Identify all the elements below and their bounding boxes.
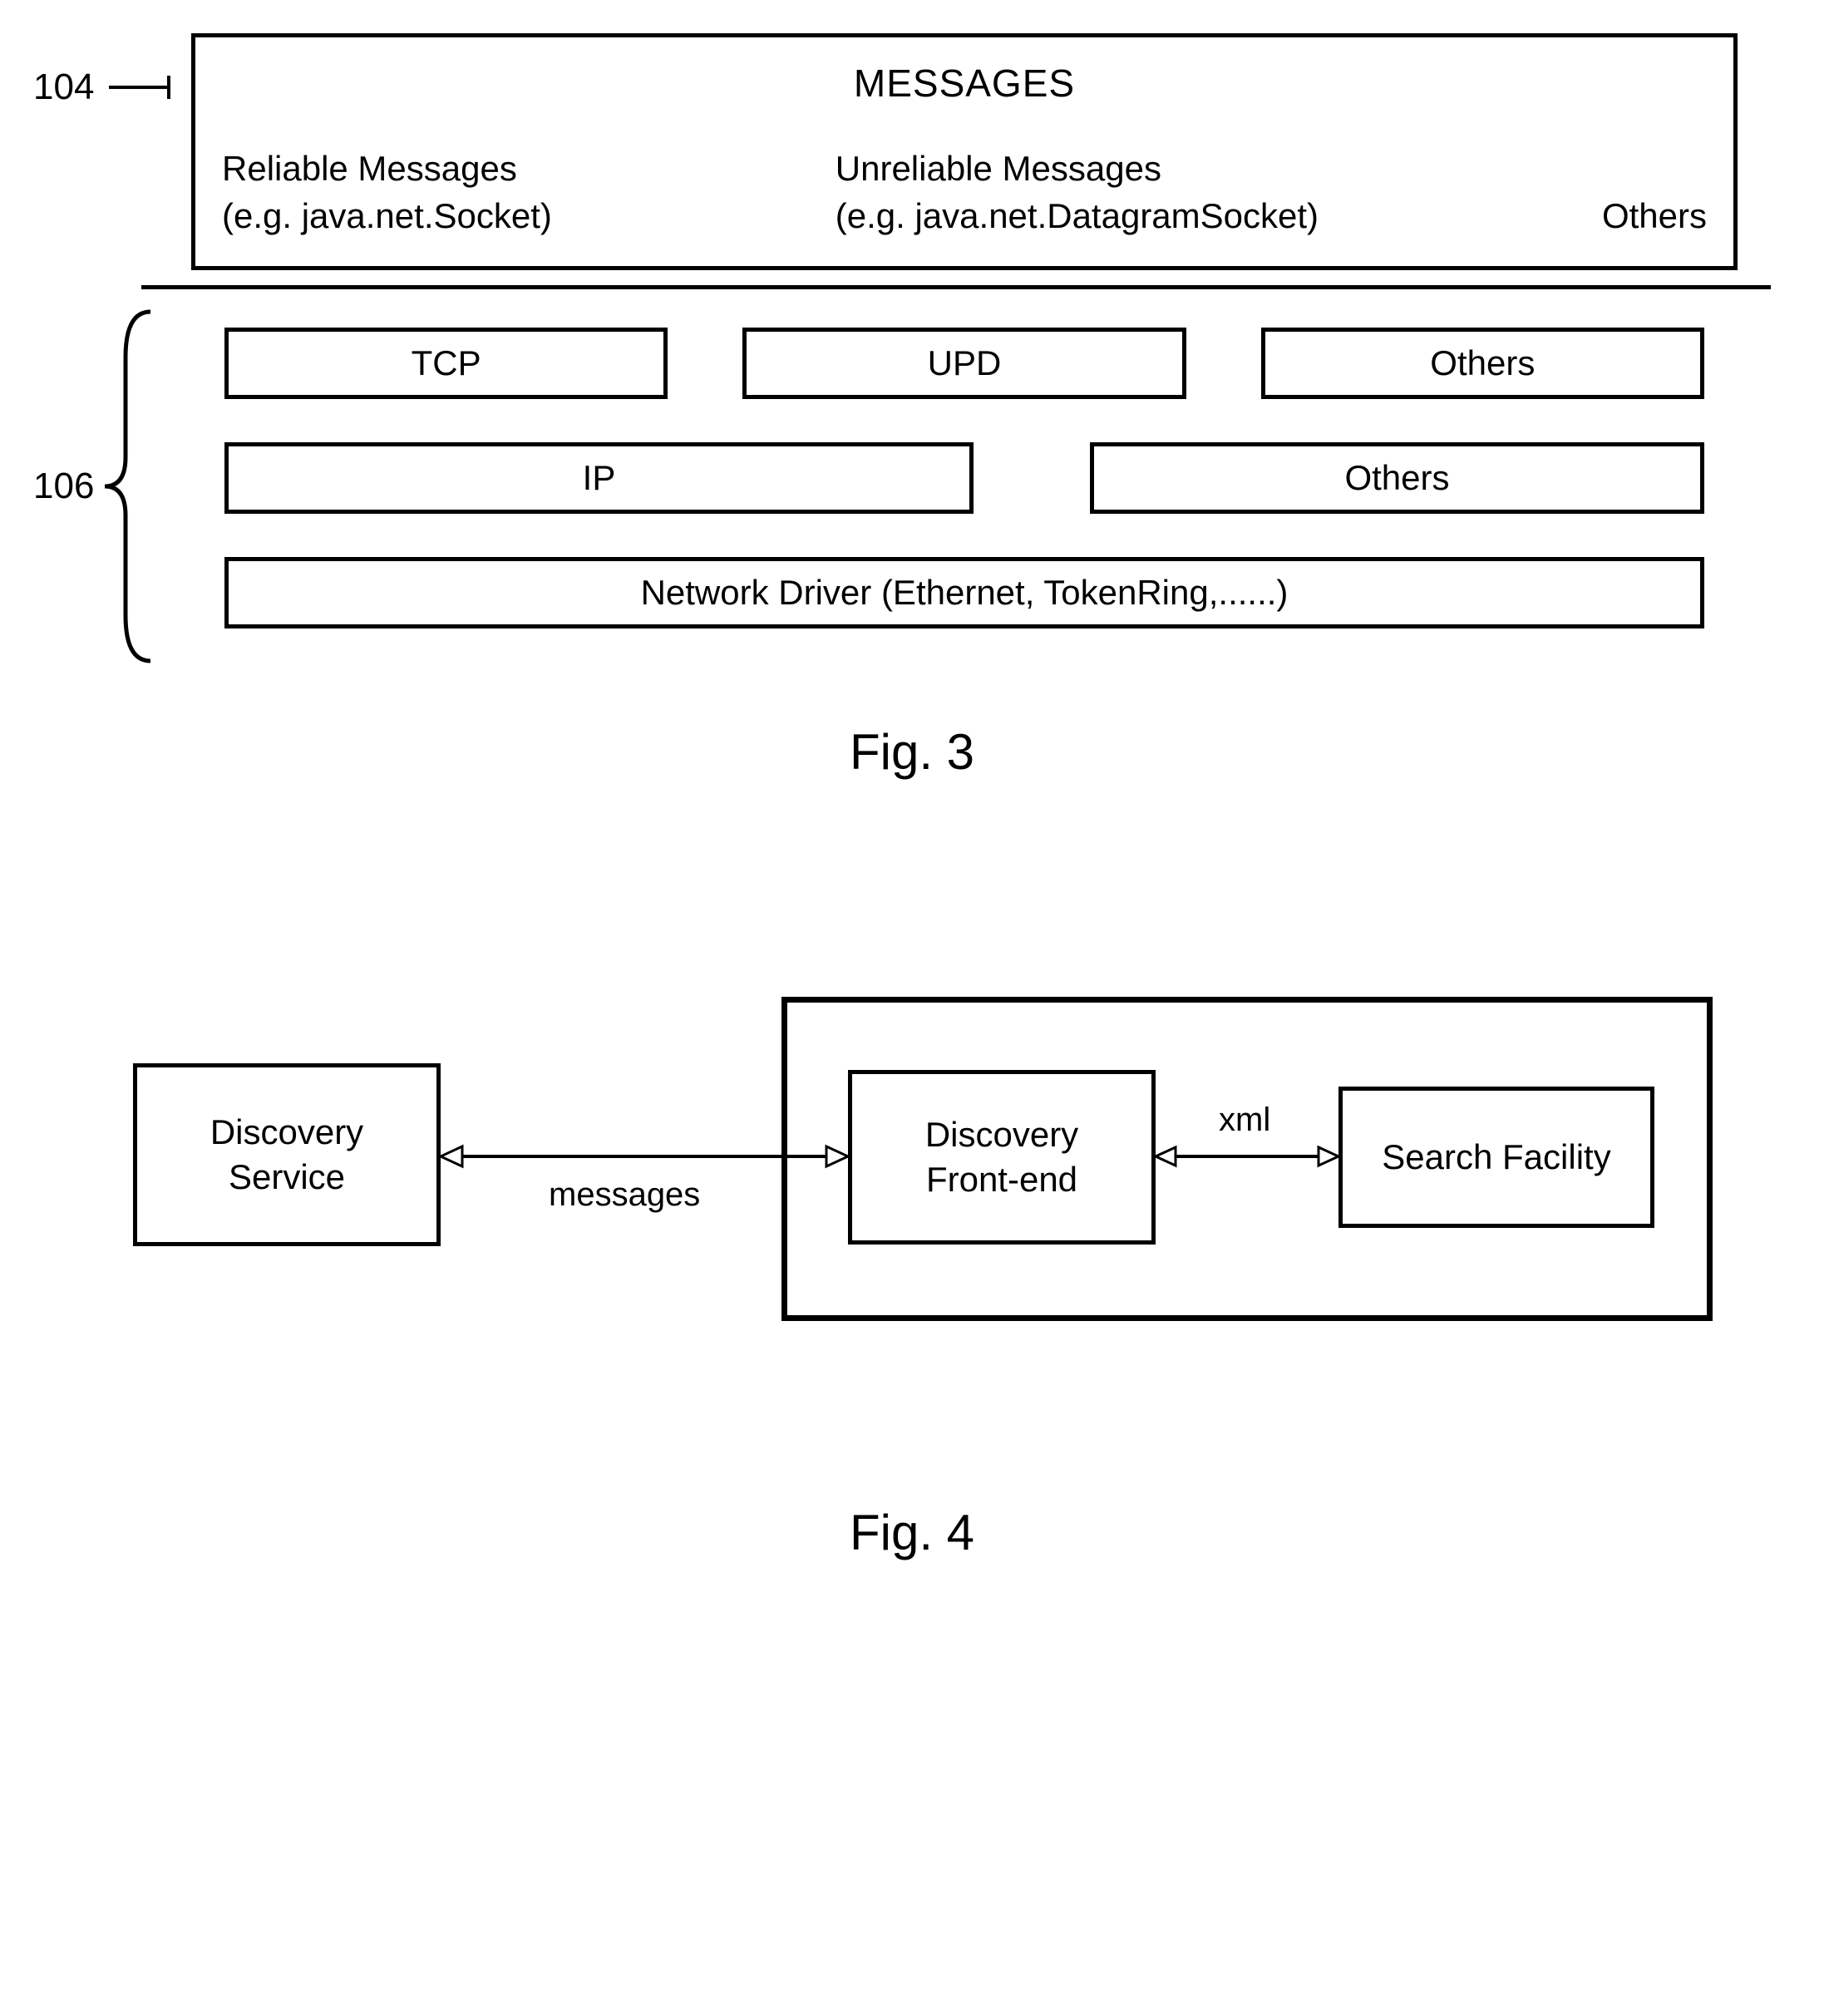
- discovery-frontend-label: Discovery Front-end: [925, 1112, 1078, 1203]
- udp-box: UPD: [742, 328, 1186, 399]
- network-driver-box: Network Driver (Ethernet, TokenRing,....…: [224, 557, 1704, 628]
- unreliable-line2: (e.g. java.net.DatagramSocket): [836, 193, 1319, 240]
- messages-title: MESSAGES: [222, 61, 1707, 106]
- ref-106-text: 106: [33, 466, 94, 507]
- transport-others-box: Others: [1261, 328, 1704, 399]
- ip-box: IP: [224, 442, 974, 514]
- search-facility-label: Search Facility: [1382, 1135, 1610, 1181]
- figure-3: 104 MESSAGES Reliable Messages (e.g. jav…: [33, 33, 1791, 781]
- transport-row: TCP UPD Others: [191, 328, 1738, 399]
- fig3-caption: Fig. 3: [33, 723, 1791, 781]
- brace-icon: [101, 308, 159, 665]
- divider-line: [141, 285, 1771, 289]
- ref-label-104: 104: [33, 67, 167, 108]
- ref-104-tick: [109, 86, 167, 89]
- stack-wrap: 106 TCP UPD Others IP Others Network Dri…: [33, 308, 1791, 665]
- others-text: Others: [1602, 193, 1707, 240]
- arrow-messages-label: messages: [549, 1176, 700, 1214]
- messages-row: Reliable Messages (e.g. java.net.Socket)…: [222, 145, 1707, 239]
- unreliable-line1: Unreliable Messages: [836, 145, 1319, 193]
- discovery-frontend-box: Discovery Front-end: [848, 1070, 1156, 1245]
- discovery-service-box: Discovery Service: [133, 1063, 441, 1246]
- arrow-xml: [1156, 1140, 1338, 1173]
- discovery-service-label: Discovery Service: [210, 1110, 363, 1200]
- network-others-box: Others: [1090, 442, 1704, 514]
- figure-4: Discovery Service Discovery Front-end Se…: [133, 997, 1713, 1446]
- tcp-box: TCP: [224, 328, 668, 399]
- ref-label-106: 106: [33, 308, 191, 665]
- protocol-stack: TCP UPD Others IP Others Network Driver …: [191, 308, 1738, 665]
- others-col: Others: [1602, 193, 1707, 240]
- unreliable-col: Unreliable Messages (e.g. java.net.Datag…: [836, 145, 1319, 239]
- arrow-messages: [441, 1140, 848, 1173]
- reliable-line1: Reliable Messages: [222, 145, 552, 193]
- arrow-xml-label: xml: [1219, 1102, 1270, 1139]
- fig4-caption: Fig. 4: [33, 1504, 1791, 1561]
- ref-104-text: 104: [33, 67, 94, 108]
- messages-layer-box: MESSAGES Reliable Messages (e.g. java.ne…: [191, 33, 1738, 270]
- search-facility-box: Search Facility: [1338, 1087, 1654, 1228]
- network-row: IP Others: [191, 442, 1738, 514]
- driver-row: Network Driver (Ethernet, TokenRing,....…: [191, 557, 1738, 628]
- reliable-line2: (e.g. java.net.Socket): [222, 193, 552, 240]
- reliable-col: Reliable Messages (e.g. java.net.Socket): [222, 145, 552, 239]
